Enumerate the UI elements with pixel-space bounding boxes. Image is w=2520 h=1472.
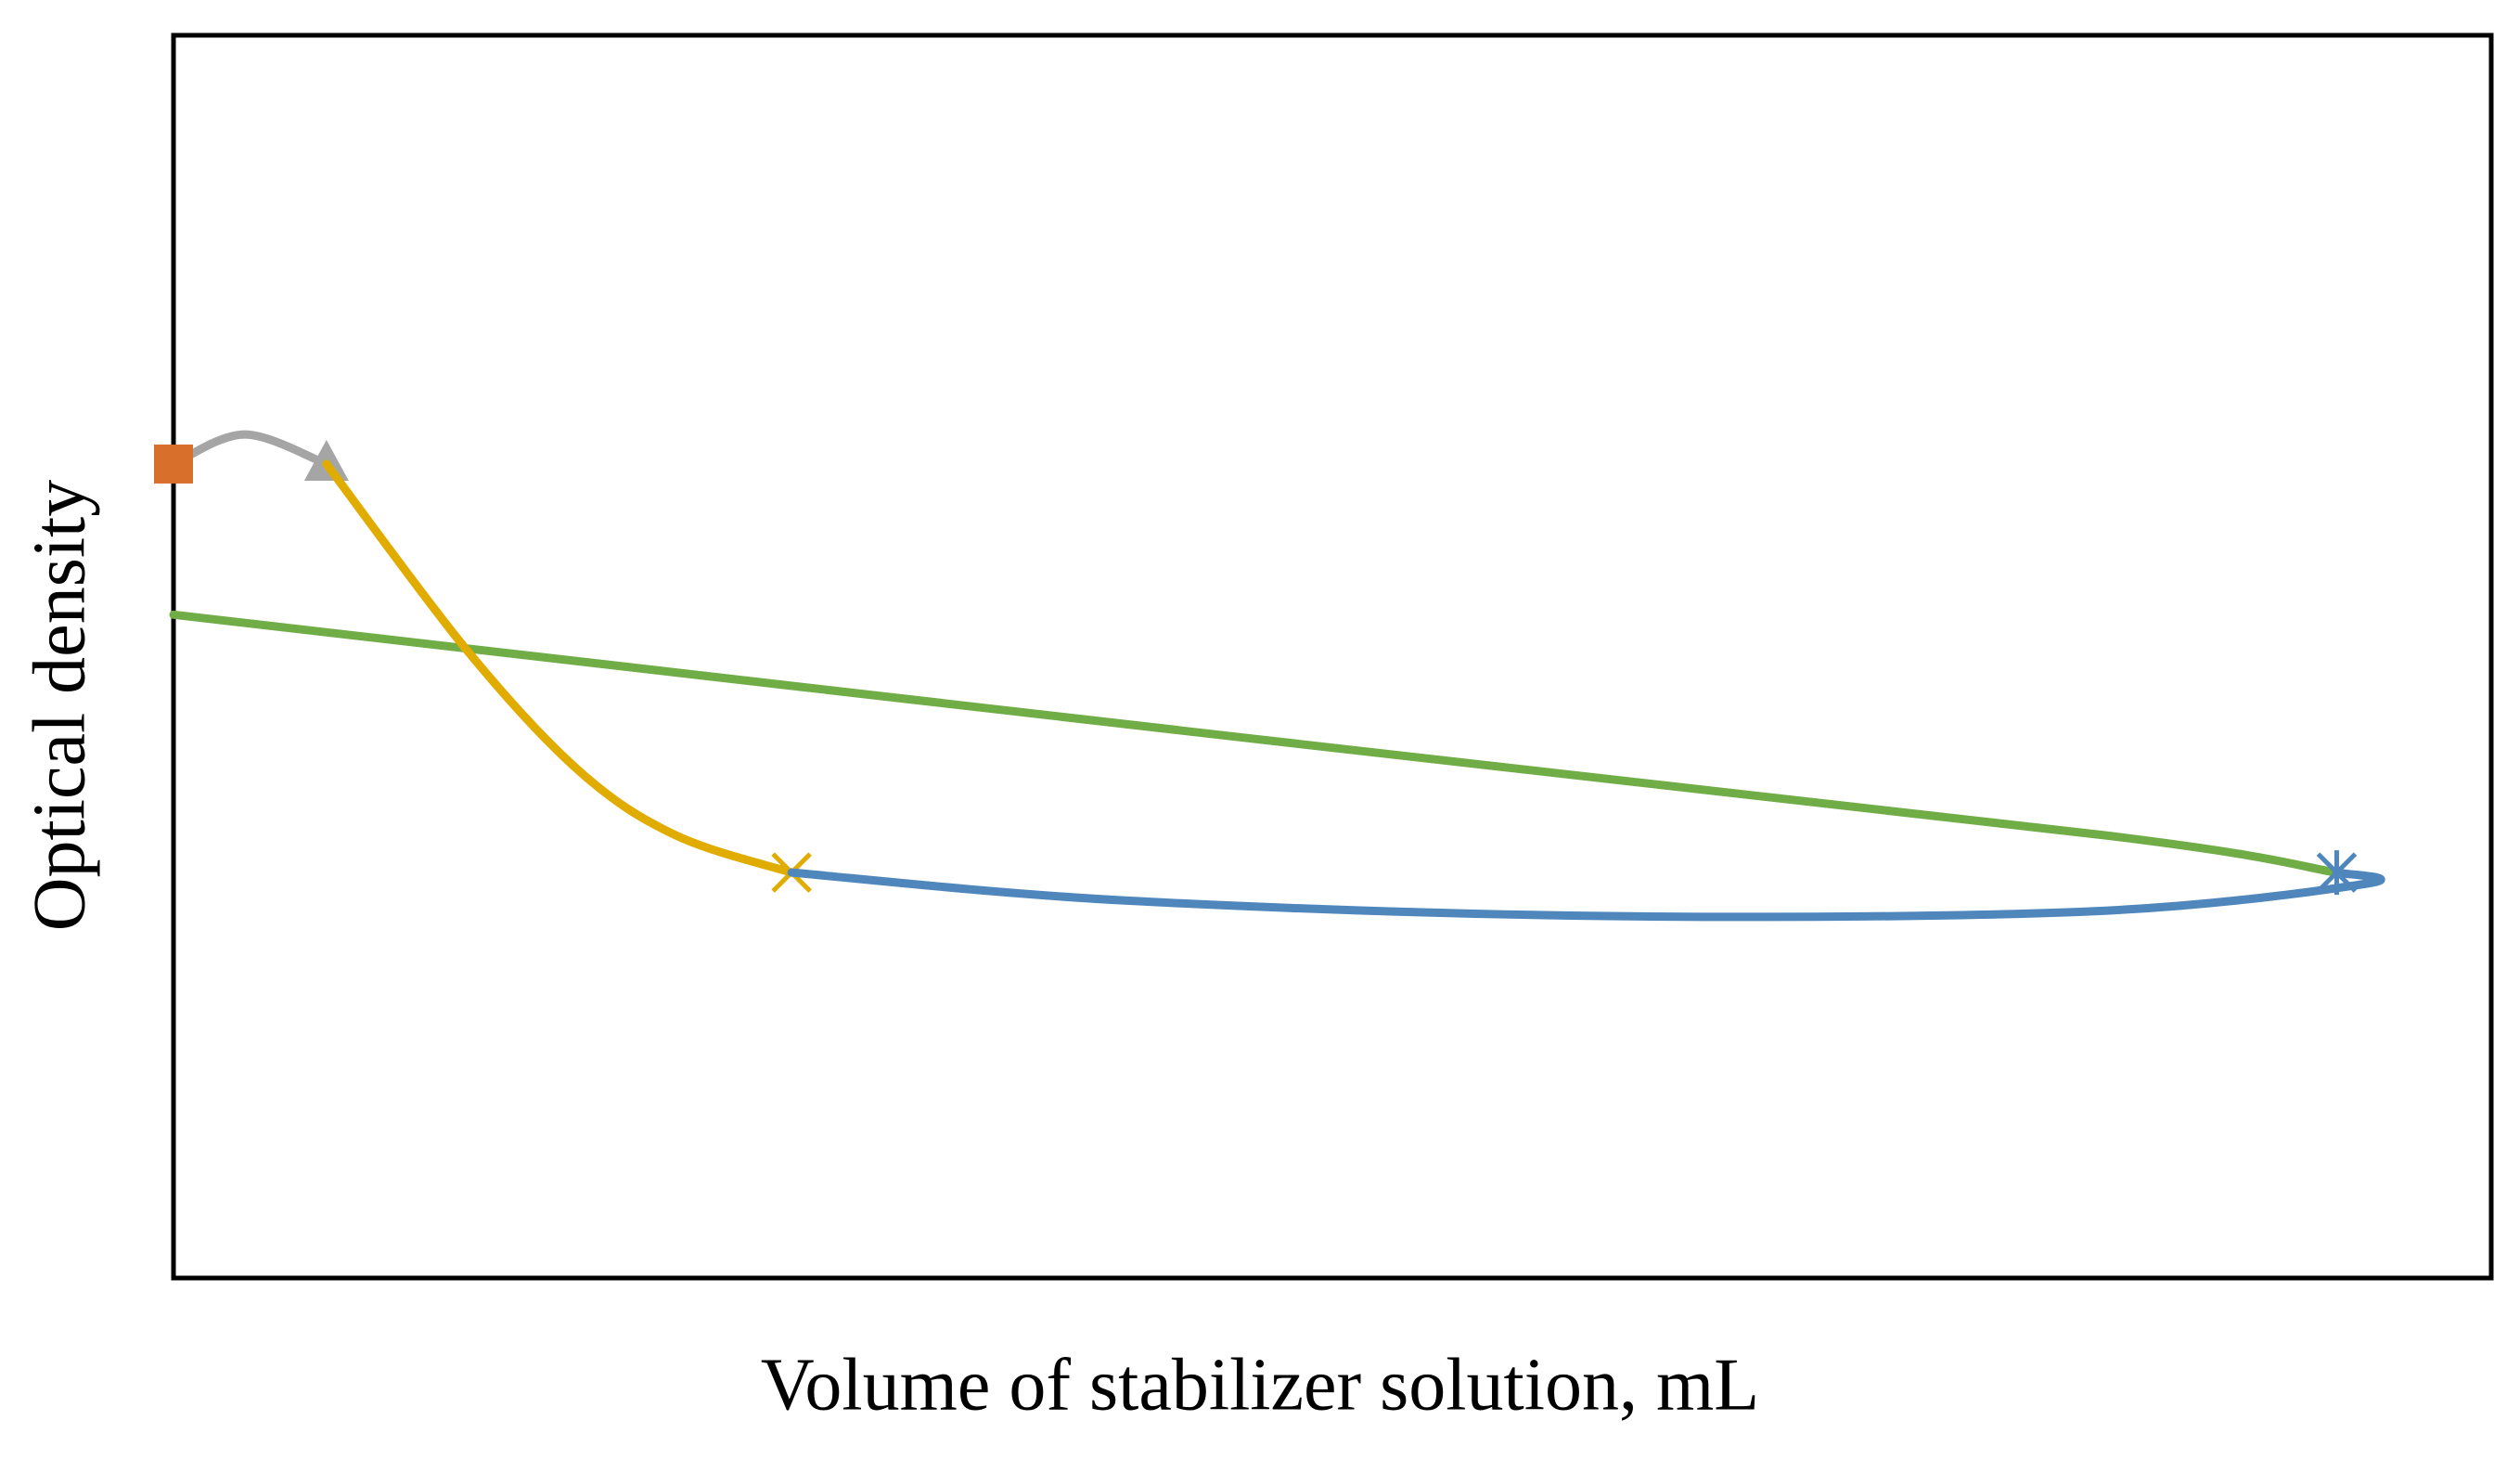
- x-axis-label: Volume of stabilizer solution, mL: [761, 1344, 1759, 1426]
- plot-frame: [171, 32, 2494, 1281]
- y-axis-label: Optical density: [19, 480, 100, 932]
- marker: [2316, 850, 2358, 896]
- series-line: [169, 430, 331, 469]
- series-line: [322, 459, 796, 877]
- series-line: [787, 868, 2385, 922]
- marker: [154, 444, 193, 484]
- series-line: [169, 610, 2341, 877]
